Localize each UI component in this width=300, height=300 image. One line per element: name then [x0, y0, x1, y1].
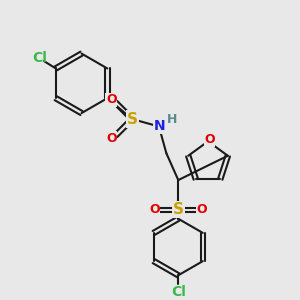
Text: H: H	[167, 112, 178, 125]
Text: O: O	[106, 132, 117, 145]
Text: O: O	[197, 203, 207, 216]
Text: Cl: Cl	[32, 51, 47, 65]
Text: Cl: Cl	[171, 285, 186, 299]
Text: O: O	[106, 93, 117, 106]
Text: S: S	[173, 202, 184, 217]
Text: N: N	[154, 119, 166, 134]
Text: S: S	[127, 112, 138, 127]
Text: O: O	[204, 134, 215, 146]
Text: O: O	[149, 203, 160, 216]
